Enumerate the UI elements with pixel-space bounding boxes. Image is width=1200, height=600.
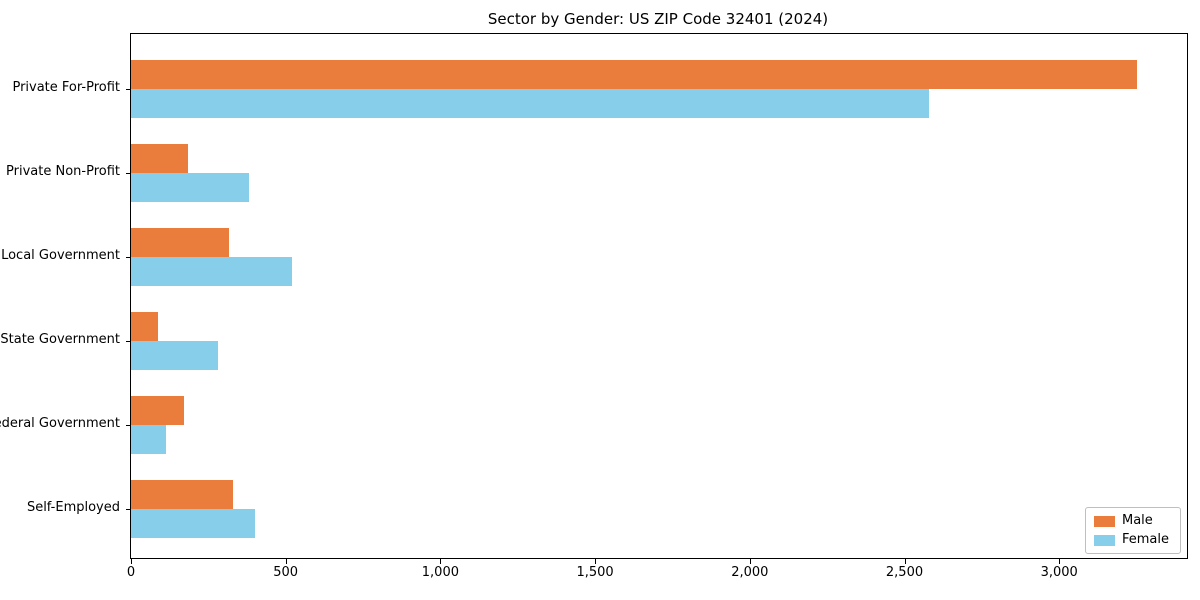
legend: Male Female [1084, 507, 1181, 554]
bar-female-self-employed [131, 509, 255, 538]
x-tick-label: 0 [126, 565, 136, 580]
bar-female-state-government [131, 341, 218, 370]
bar-female-local-government [131, 257, 292, 286]
y-axis-labels: Private For-Profit Private Non-Profit Loca… [0, 33, 130, 557]
bar-female-private-for-profit [131, 89, 930, 118]
y-tick-label-state-government: State Government [0, 332, 120, 347]
legend-item-male: Male [1093, 513, 1169, 528]
x-tick [904, 559, 906, 564]
male-legend-swatch [1093, 515, 1115, 527]
bar-female-federal-government [131, 425, 166, 454]
x-tick-label: 1,000 [421, 565, 459, 580]
male-legend-label: Male [1121, 513, 1153, 528]
bar-male-private-non-profit [131, 144, 189, 173]
x-tick-label: 1,500 [576, 565, 614, 580]
y-tick [126, 89, 130, 90]
x-tick [131, 559, 132, 564]
bar-female-private-non-profit [131, 173, 249, 202]
x-tick-label: 2,000 [731, 565, 769, 580]
x-tick-label: 500 [273, 565, 299, 580]
bar-male-self-employed [131, 480, 234, 509]
female-legend-swatch [1093, 534, 1115, 546]
x-tick-label: 3,000 [1040, 565, 1078, 580]
bar-male-local-government [131, 228, 229, 257]
x-tick [749, 559, 751, 564]
y-tick-label-self-employed: Self-Employed [26, 500, 120, 515]
chart-title: Sector by Gender: US ZIP Code 32401 (202… [487, 10, 829, 28]
x-tick [595, 559, 597, 564]
bar-male-private-for-profit [131, 60, 1137, 89]
legend-item-female: Female [1093, 532, 1169, 547]
female-legend-label: Female [1121, 532, 1169, 547]
y-tick-label-private-non-profit: Private Non-Profit [6, 164, 120, 179]
x-tick [440, 559, 442, 564]
plot-area: Male Female 0 500 1,000 1,500 2,000 2,500 3,00… [126, 33, 1188, 580]
y-tick [126, 173, 130, 174]
bar-male-state-government [131, 312, 158, 341]
y-tick [126, 425, 130, 426]
x-tick [285, 559, 287, 564]
x-tick [1059, 559, 1061, 564]
y-tick-label-federal-government: Federal Government [0, 416, 120, 431]
y-tick [126, 341, 130, 342]
x-tick-label: 2,500 [885, 565, 924, 580]
y-tick [126, 257, 130, 258]
y-tick [126, 509, 130, 510]
bar-male-federal-government [131, 396, 185, 425]
y-tick-label-private-for-profit: Private For-Profit [12, 80, 120, 95]
y-tick-label-local-government: Local Government [1, 248, 120, 263]
